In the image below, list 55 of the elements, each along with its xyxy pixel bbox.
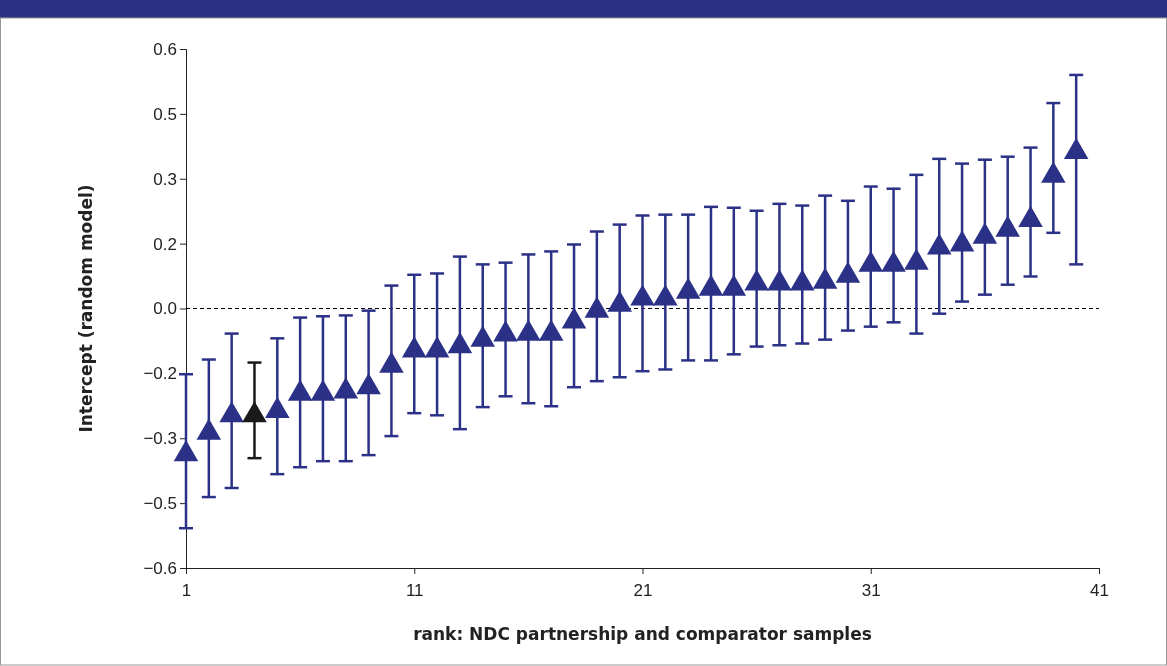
point [881, 250, 906, 272]
y-tick-label: 0.5 [153, 104, 177, 124]
point [812, 267, 838, 289]
x-tick-label: 11 [405, 580, 424, 600]
y-tick-label: 0.0 [153, 299, 177, 319]
x-axis-title: rank: NDC partnership and comparator samples [413, 624, 872, 644]
point [470, 325, 495, 347]
x-tick-label: 31 [861, 580, 881, 600]
y-tick-label: 0.6 [153, 39, 177, 59]
point [1041, 161, 1066, 183]
point [561, 307, 587, 329]
y-tick-label: −0.6 [143, 558, 177, 578]
point [333, 377, 359, 399]
x-tick-label: 21 [633, 580, 653, 600]
point [721, 274, 747, 296]
point [584, 296, 610, 318]
point [538, 319, 564, 341]
point [379, 351, 404, 373]
point [972, 222, 998, 244]
y-axis-title: Intercept (random model) [76, 184, 96, 433]
point [858, 250, 883, 272]
point [949, 230, 975, 252]
x-tick-label: 1 [181, 580, 192, 600]
point [744, 269, 769, 291]
point [790, 269, 815, 291]
point [767, 269, 792, 291]
point [447, 331, 473, 354]
point [675, 277, 701, 299]
point [926, 233, 952, 255]
point [265, 396, 290, 419]
y-tick-label: 0.3 [153, 169, 177, 189]
point [653, 284, 678, 306]
x-tick-label: 41 [1090, 580, 1109, 600]
point [904, 248, 929, 270]
point [356, 373, 381, 395]
point [287, 379, 313, 401]
y-tick-label: −0.2 [143, 364, 177, 384]
point [698, 274, 724, 296]
point [1063, 137, 1089, 159]
y-tick-label: −0.5 [143, 494, 177, 514]
point [219, 401, 244, 423]
point [1018, 205, 1043, 227]
point [196, 418, 222, 440]
point [630, 284, 655, 306]
point [607, 290, 632, 312]
point [835, 261, 861, 283]
point [424, 336, 450, 358]
y-tick-label: 0.2 [153, 234, 177, 254]
point [242, 401, 267, 423]
point [995, 215, 1020, 237]
point [310, 379, 336, 401]
point [516, 319, 541, 341]
y-tick-label: −0.3 [143, 429, 177, 449]
point [493, 320, 518, 342]
point [402, 336, 427, 358]
